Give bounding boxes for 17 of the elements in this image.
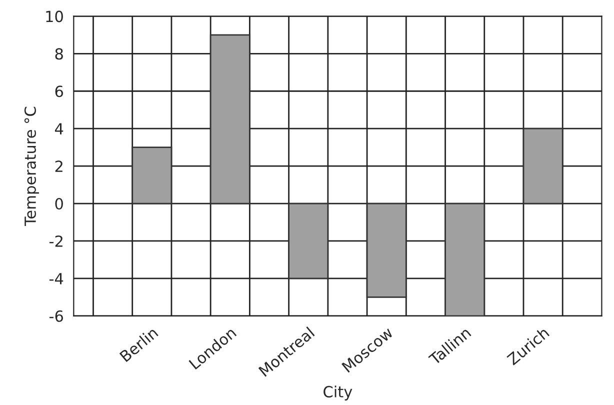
bar: [288, 202, 329, 280]
y-tick-label: -6: [49, 310, 63, 322]
y-tick-label: 10: [46, 10, 63, 22]
x-axis-title: City: [324, 386, 352, 400]
y-tick-label: 6: [55, 86, 63, 98]
y-tick-label: -2: [49, 235, 62, 247]
bar: [444, 202, 486, 316]
y-tick-label: 2: [55, 160, 62, 172]
bar: [522, 128, 564, 204]
y-tick-label: 4: [54, 123, 64, 134]
y-axis-title: Temperature °C: [24, 106, 39, 226]
bar: [132, 146, 172, 204]
bar: [366, 202, 407, 298]
y-tick-label: 0: [55, 198, 63, 210]
bar: [210, 34, 250, 204]
y-tick-label: -4: [49, 273, 64, 284]
y-tick-label: 8: [55, 48, 63, 60]
